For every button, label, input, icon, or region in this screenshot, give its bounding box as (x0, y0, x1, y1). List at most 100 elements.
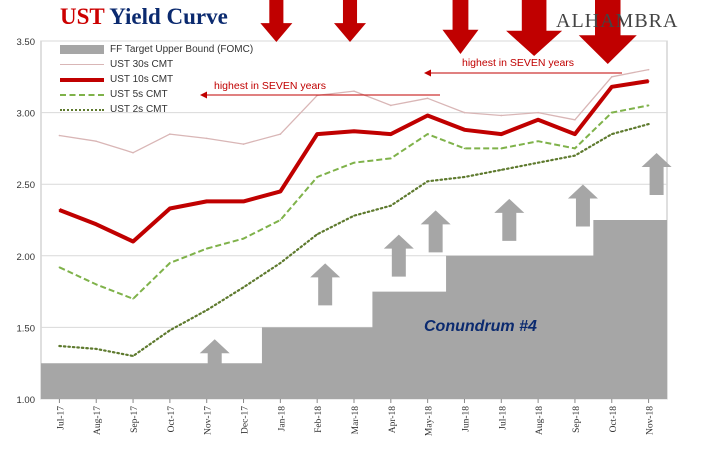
data-point-ust-5s-cmt (463, 147, 466, 150)
data-point-ust-30s-cmt (500, 114, 503, 117)
data-point-ust-10s-cmt (169, 207, 171, 210)
legend-swatch-ff (60, 45, 104, 54)
data-point-ust-2s-cmt (169, 329, 171, 332)
data-point-ust-5s-cmt (500, 147, 503, 150)
series-lines (58, 68, 650, 358)
data-point-ust-30s-cmt (647, 68, 650, 71)
legend-item-ust10: UST 10s CMT (60, 72, 253, 87)
y-tick-label: 3.50 (17, 37, 36, 48)
data-point-ust-5s-cmt (610, 111, 613, 114)
x-tick-label: Aug-18 (535, 406, 545, 435)
legend-swatch-ust2 (60, 108, 104, 111)
x-tick-label: Jan-18 (277, 406, 287, 432)
data-point-ust-10s-cmt (205, 200, 208, 203)
data-point-ust-30s-cmt (390, 104, 392, 107)
up-arrow-may-18 (420, 210, 451, 253)
data-point-ust-30s-cmt (169, 133, 171, 135)
data-point-ust-5s-cmt (169, 262, 171, 264)
data-point-ust-5s-cmt (279, 219, 282, 221)
logo-text: ALHAMBRA (556, 10, 679, 32)
data-point-ust-30s-cmt (426, 97, 429, 100)
annotation-conundrum: Conundrum #4 (424, 318, 537, 335)
down-arrow-aug-18 (506, 0, 563, 56)
data-point-ust-2s-cmt (390, 204, 392, 207)
annotation-arrow-2-head (424, 69, 431, 77)
data-point-ust-5s-cmt (426, 133, 429, 135)
x-tick-label: Aug-17 (93, 406, 103, 435)
x-tick-label: Apr-18 (388, 406, 398, 433)
legend-swatch-ust5 (60, 93, 104, 96)
axes: 1.00 1.50 2.00 2.50 3.00 3.50 Jul-17 Aug-17 Sep-… (17, 37, 656, 436)
data-point-ust-5s-cmt (132, 297, 134, 300)
down-arrow-jun-18 (442, 0, 479, 54)
down-arrow-oct-18 (578, 0, 637, 64)
ff-target-step-area (41, 220, 667, 399)
data-point-ust-5s-cmt (537, 140, 539, 143)
x-tick-label: Jul-18 (498, 406, 508, 430)
data-point-ust-2s-cmt (95, 348, 98, 350)
data-point-ust-30s-cmt (132, 151, 134, 154)
data-point-ust-2s-cmt (242, 286, 245, 289)
up-arrow-feb-18 (310, 263, 341, 306)
title-prefix: UST (60, 4, 105, 29)
data-point-ust-5s-cmt (58, 266, 61, 269)
data-point-ust-10s-cmt (132, 240, 134, 243)
x-tick-label: Dec-17 (241, 406, 251, 434)
legend-item-ust30: UST 30s CMT (60, 57, 253, 72)
data-point-ust-2s-cmt (279, 262, 282, 264)
data-point-ust-30s-cmt (463, 111, 466, 114)
y-tick-label: 3.00 (17, 109, 36, 120)
data-point-ust-5s-cmt (205, 247, 208, 250)
x-tick-label: Nov-18 (646, 406, 656, 435)
data-point-ust-30s-cmt (242, 143, 245, 145)
annotation-seven-years-1: highest in SEVEN years (214, 80, 327, 92)
data-point-ust-10s-cmt (279, 190, 282, 193)
data-point-ust-5s-cmt (353, 161, 355, 164)
up-arrow-nov-18 (641, 153, 672, 196)
data-point-ust-10s-cmt (426, 114, 429, 117)
chart-title: UST Yield Curve (60, 4, 228, 30)
data-point-ust-2s-cmt (426, 180, 429, 183)
up-arrows (199, 153, 672, 382)
data-point-ust-10s-cmt (647, 80, 650, 82)
data-point-ust-2s-cmt (58, 345, 61, 347)
x-tick-label: Jun-18 (461, 406, 471, 432)
data-point-ust-30s-cmt (205, 137, 208, 140)
title-rest: Yield Curve (109, 4, 228, 29)
legend-label-ff: FF Target Upper Bound (FOMC) (110, 44, 254, 55)
data-point-ust-30s-cmt (95, 140, 98, 143)
up-arrow-nov-17 (199, 339, 230, 382)
data-point-ust-10s-cmt (463, 128, 466, 131)
data-point-ust-2s-cmt (574, 154, 576, 157)
x-tick-label: Oct-17 (167, 406, 177, 433)
x-tick-label: Sep-17 (130, 406, 140, 433)
legend-swatch-ust30 (60, 64, 104, 65)
x-tick-label: Sep-18 (572, 406, 582, 433)
data-point-ust-10s-cmt (500, 133, 503, 135)
data-point-ust-2s-cmt (353, 214, 355, 217)
legend-item-ust2: UST 2s CMT (60, 102, 253, 117)
legend-item-ust5: UST 5s CMT (60, 87, 253, 102)
data-point-ust-2s-cmt (132, 355, 134, 357)
data-point-ust-2s-cmt (205, 309, 208, 312)
legend-label-ust2: UST 2s CMT (110, 104, 168, 115)
data-point-ust-10s-cmt (390, 133, 392, 135)
data-point-ust-2s-cmt (500, 169, 503, 171)
data-point-ust-2s-cmt (316, 233, 318, 236)
up-arrow-sep-18 (567, 184, 598, 227)
data-point-ust-5s-cmt (647, 104, 650, 107)
data-point-ust-30s-cmt (574, 118, 576, 121)
data-point-ust-2s-cmt (610, 133, 613, 135)
data-point-ust-30s-cmt (353, 90, 355, 92)
data-point-ust-30s-cmt (537, 111, 539, 114)
data-point-ust-5s-cmt (95, 283, 98, 286)
y-tick-label: 2.00 (17, 252, 36, 263)
data-point-ust-10s-cmt (574, 133, 576, 135)
up-arrow-apr-18 (383, 234, 414, 277)
legend-label-ust10: UST 10s CMT (110, 74, 174, 85)
legend-item-ff: FF Target Upper Bound (FOMC) (60, 42, 253, 57)
down-arrow-mar-18 (334, 0, 366, 42)
x-tick-label: Feb-18 (314, 406, 324, 433)
legend-label-ust5: UST 5s CMT (110, 89, 168, 100)
up-arrow-jul-18 (494, 198, 525, 241)
